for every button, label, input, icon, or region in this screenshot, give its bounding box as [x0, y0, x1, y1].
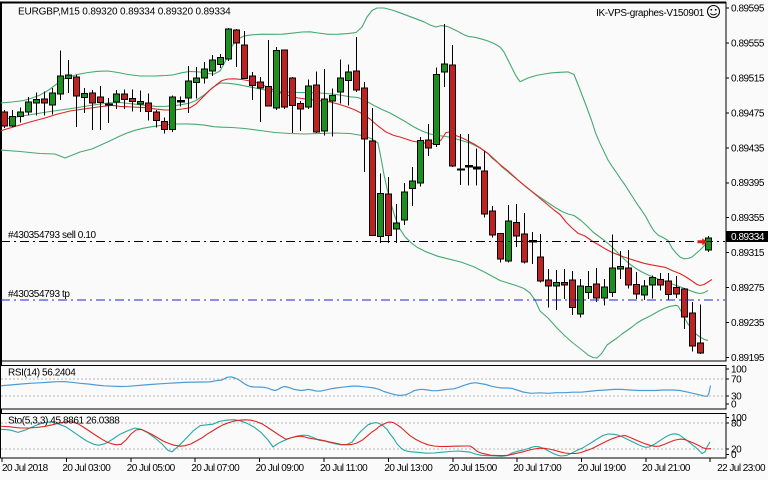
svg-text:EURGBP,M15 0.89320 0.89334 0.: EURGBP,M15 0.89320 0.89334 0.89320 0.893… — [18, 7, 231, 18]
svg-text:20 Jul 03:00: 20 Jul 03:00 — [62, 463, 111, 474]
svg-text:20 Jul 13:00: 20 Jul 13:00 — [384, 463, 433, 474]
svg-text:20 Jul 17:00: 20 Jul 17:00 — [513, 463, 562, 474]
svg-text:Sto(5,3,3) 45.8861 26.0388: Sto(5,3,3) 45.8861 26.0388 — [8, 416, 120, 427]
svg-text:20: 20 — [731, 445, 742, 456]
svg-text:0.89334: 0.89334 — [731, 232, 765, 243]
svg-text:#430354793 sell 0.10: #430354793 sell 0.10 — [8, 230, 96, 241]
svg-text:0: 0 — [731, 450, 737, 461]
svg-text:#430354793 tp: #430354793 tp — [8, 289, 70, 300]
svg-text:20 Jul 05:00: 20 Jul 05:00 — [127, 463, 176, 474]
svg-text:0.89435: 0.89435 — [731, 143, 765, 154]
svg-text:0: 0 — [731, 400, 737, 411]
svg-text:70: 70 — [731, 374, 742, 385]
svg-text:80: 80 — [731, 418, 742, 429]
svg-text:20 Jul 19:00: 20 Jul 19:00 — [578, 463, 627, 474]
svg-text:20 Jul 15:00: 20 Jul 15:00 — [449, 463, 498, 474]
svg-text:0.89595: 0.89595 — [731, 4, 765, 15]
svg-text:22 Jul 23:00: 22 Jul 23:00 — [717, 463, 766, 474]
svg-text:20 Jul 11:00: 20 Jul 11:00 — [320, 463, 368, 474]
svg-text:0.89395: 0.89395 — [731, 178, 765, 189]
svg-text:0.89475: 0.89475 — [731, 108, 765, 119]
svg-text:20 Jul 09:00: 20 Jul 09:00 — [256, 463, 305, 474]
svg-text:20 Jul 07:00: 20 Jul 07:00 — [191, 463, 240, 474]
svg-text:0.89555: 0.89555 — [731, 39, 765, 50]
svg-text:0.89195: 0.89195 — [731, 353, 765, 364]
svg-text:0.89515: 0.89515 — [731, 73, 765, 84]
svg-text:0.89275: 0.89275 — [731, 283, 765, 294]
svg-text:30: 30 — [731, 392, 742, 403]
svg-text:0.89355: 0.89355 — [731, 213, 765, 224]
svg-text:100: 100 — [731, 365, 747, 376]
svg-text:100: 100 — [731, 413, 747, 424]
svg-text:0.89315: 0.89315 — [731, 248, 765, 259]
svg-text:IK-VPS-graphes-V150901: IK-VPS-graphes-V150901 — [596, 8, 705, 19]
svg-text:20 Jul 21:00: 20 Jul 21:00 — [642, 463, 691, 474]
svg-text:RSI(14) 56.2404: RSI(14) 56.2404 — [8, 368, 76, 379]
svg-text:0.89235: 0.89235 — [731, 318, 765, 329]
svg-text:20 Jul 2018: 20 Jul 2018 — [2, 463, 49, 474]
